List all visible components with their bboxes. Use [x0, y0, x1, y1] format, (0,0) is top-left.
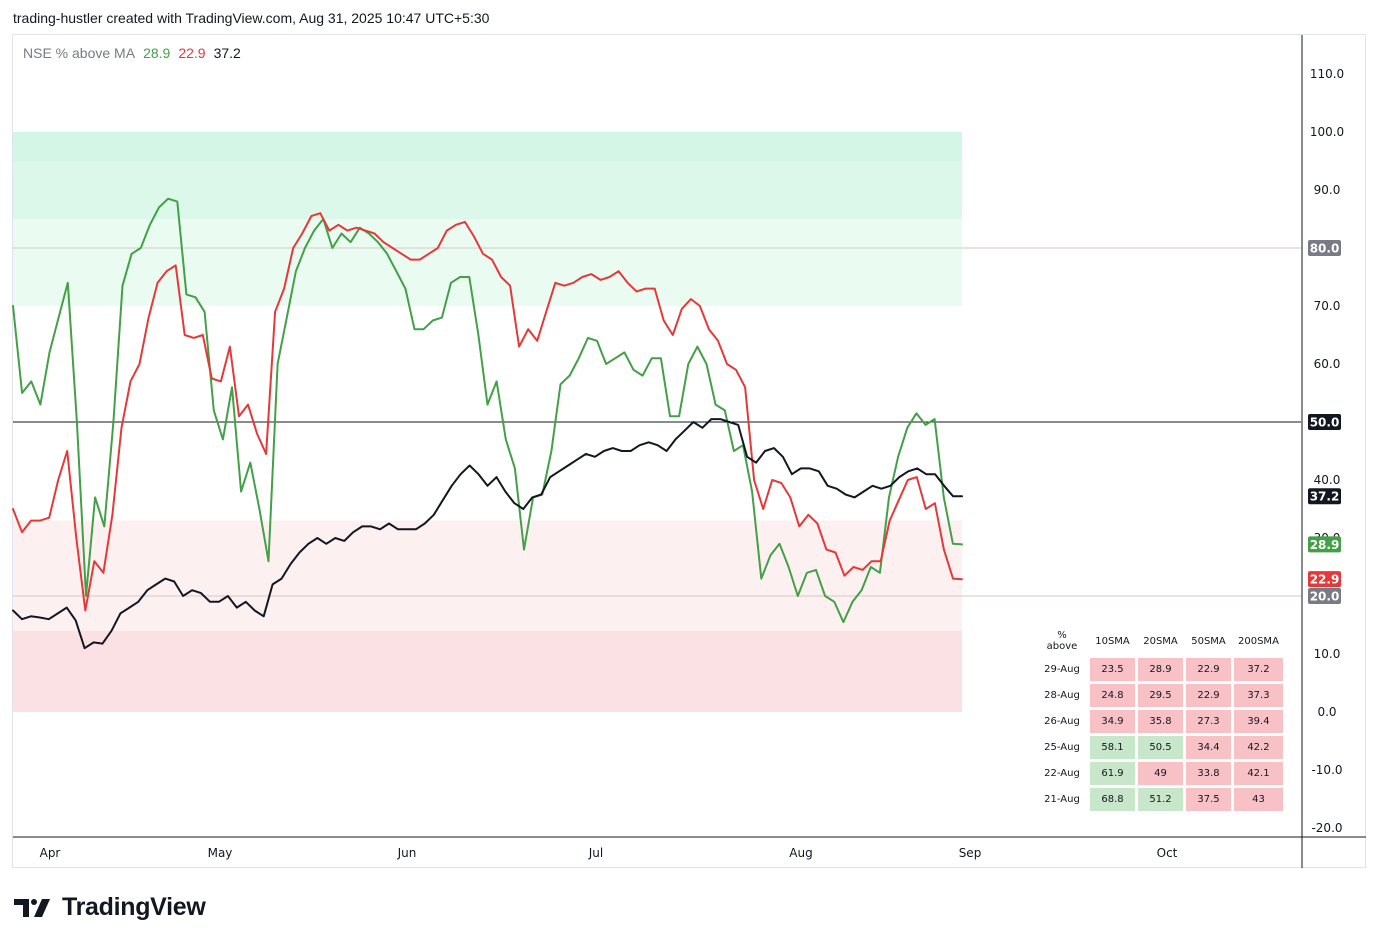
stats-value-cell: 58.1 — [1090, 736, 1135, 759]
stats-value-cell: 34.4 — [1186, 736, 1231, 759]
stats-value-cell: 42.1 — [1234, 762, 1283, 785]
series-line-black — [12, 418, 963, 650]
stats-date-cell: 28-Aug — [1037, 684, 1087, 707]
legend-title: NSE % above MA — [23, 45, 136, 61]
stats-value-cell: 61.9 — [1090, 762, 1135, 785]
stats-value-cell: 35.8 — [1138, 710, 1183, 733]
stats-date-cell: 21-Aug — [1037, 788, 1087, 811]
value-label-box — [1308, 488, 1341, 505]
stats-value-cell: 37.2 — [1234, 658, 1283, 681]
y-tick-label: 60.0 — [1314, 357, 1341, 371]
y-tick-label: 0.0 — [1317, 705, 1336, 719]
stats-value-cell: 22.9 — [1186, 658, 1231, 681]
stats-value-cell: 27.3 — [1186, 710, 1231, 733]
x-tick-label: Oct — [1157, 846, 1178, 860]
value-label-text: 50.0 — [1310, 416, 1340, 430]
stats-header-cell: 10SMA — [1095, 635, 1130, 647]
stats-date-cell: 29-Aug — [1037, 658, 1087, 681]
zone-overbought-band-top — [13, 132, 962, 161]
stats-row: 29-Aug 23.5 28.9 22.9 37.2 — [1037, 658, 1283, 681]
stats-row: 26-Aug 34.9 35.8 27.3 39.4 — [1037, 710, 1283, 733]
stats-row: 25-Aug 58.1 50.5 34.4 42.2 — [1037, 736, 1283, 759]
y-tick-label: 110.0 — [1310, 67, 1344, 81]
stats-value-cell: 43 — [1234, 788, 1283, 811]
chart-frame — [12, 34, 1366, 868]
series-line-green — [12, 197, 963, 624]
value-label-box — [1308, 414, 1341, 430]
legend-value-red: 22.9 — [178, 45, 206, 61]
stats-date-cell: 26-Aug — [1037, 710, 1087, 733]
stats-header-cell: % above — [1046, 630, 1078, 652]
zone-overbought-band-mid — [13, 161, 962, 219]
stats-value-cell: 28.9 — [1138, 658, 1183, 681]
stats-header-cell: 200SMA — [1238, 635, 1279, 647]
y-tick-label: -20.0 — [1311, 821, 1342, 835]
series-line-red — [12, 212, 963, 612]
value-label-box — [1308, 240, 1341, 256]
stats-value-cell: 42.2 — [1234, 736, 1283, 759]
stats-row: 28-Aug 24.8 29.5 22.9 37.3 — [1037, 684, 1283, 707]
stats-value-cell: 29.5 — [1138, 684, 1183, 707]
y-tick-label: 100.0 — [1310, 125, 1344, 139]
legend-value-green: 28.9 — [143, 45, 171, 61]
value-label-box — [1308, 571, 1341, 588]
y-tick-label: 90.0 — [1314, 183, 1341, 197]
stats-value-cell: 51.2 — [1138, 788, 1183, 811]
stats-value-cell: 23.5 — [1090, 658, 1135, 681]
value-label-text: 80.0 — [1310, 242, 1340, 256]
stats-value-cell: 34.9 — [1090, 710, 1135, 733]
stats-value-cell: 22.9 — [1186, 684, 1231, 707]
chart-legend: NSE % above MA 28.9 22.9 37.2 — [23, 45, 241, 61]
stats-table-header: % above 10SMA 20SMA 50SMA 200SMA — [1037, 627, 1283, 655]
stats-date-cell: 22-Aug — [1037, 762, 1087, 785]
stats-value-cell: 39.4 — [1234, 710, 1283, 733]
stats-table-body: 29-Aug 23.5 28.9 22.9 37.2 28-Aug 24.8 29.5 22.9… — [1037, 658, 1283, 811]
stats-value-cell: 33.8 — [1186, 762, 1231, 785]
value-label-text: 22.9 — [1310, 573, 1340, 587]
stats-date-cell: 25-Aug — [1037, 736, 1087, 759]
tradingview-logo-icon — [14, 898, 50, 917]
y-tick-label: 70.0 — [1314, 299, 1341, 313]
stats-header-cell: 50SMA — [1191, 635, 1226, 647]
zone-overbought-band-low — [13, 219, 962, 306]
stats-table: % above 10SMA 20SMA 50SMA 200SMA 29-Aug 23.5 2… — [1034, 624, 1286, 814]
stats-row: 22-Aug 61.9 49 33.8 42.1 — [1037, 762, 1283, 785]
legend-value-black: 37.2 — [213, 45, 241, 61]
x-tick-label: Jul — [588, 846, 603, 860]
x-tick-label: Sep — [959, 846, 982, 860]
stats-value-cell: 37.3 — [1234, 684, 1283, 707]
x-tick-label: May — [208, 846, 233, 860]
y-tick-label: 10.0 — [1314, 647, 1341, 661]
stats-row: 21-Aug 68.8 51.2 37.5 43 — [1037, 788, 1283, 811]
stats-value-cell: 24.8 — [1090, 684, 1135, 707]
value-label-text: 28.9 — [1310, 538, 1340, 552]
y-tick-label: 40.0 — [1314, 473, 1341, 487]
x-tick-label: Aug — [789, 846, 812, 860]
stats-value-cell: 50.5 — [1138, 736, 1183, 759]
stats-value-cell: 49 — [1138, 762, 1183, 785]
value-label-text: 20.0 — [1310, 590, 1340, 604]
zone-oversold-band-lower — [13, 630, 962, 712]
zone-oversold-band-upper — [13, 520, 962, 631]
stats-value-cell: 68.8 — [1090, 788, 1135, 811]
x-tick-label: Jun — [397, 846, 417, 860]
x-tick-label: Apr — [40, 846, 61, 860]
stats-value-cell: 37.5 — [1186, 788, 1231, 811]
chart-attribution: trading-hustler created with TradingView… — [13, 10, 490, 26]
brand-logo[interactable]: TradingView — [14, 893, 206, 922]
value-label-box — [1308, 588, 1341, 604]
brand-name: TradingView — [62, 893, 206, 921]
value-label-text: 37.2 — [1310, 490, 1340, 504]
value-label-box — [1308, 536, 1341, 553]
y-tick-label: -10.0 — [1311, 763, 1342, 777]
stats-header-cell: 20SMA — [1143, 635, 1178, 647]
